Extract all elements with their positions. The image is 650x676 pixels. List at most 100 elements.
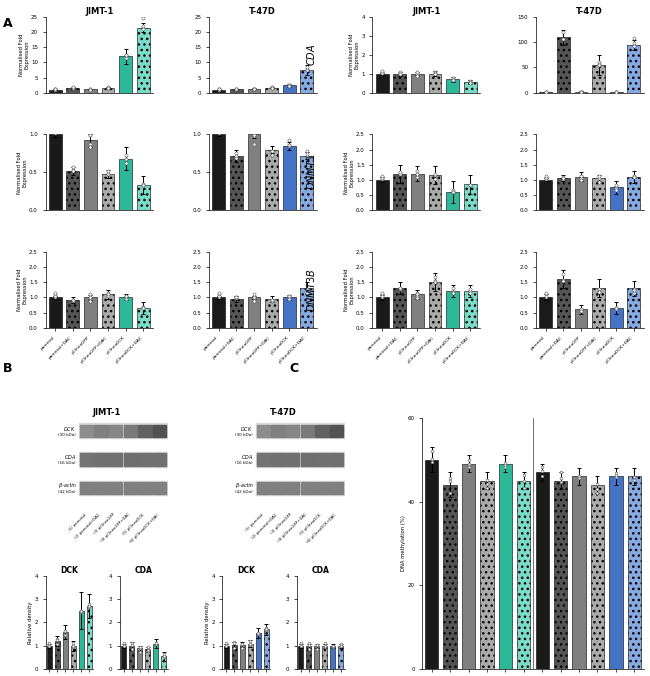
Bar [271, 482, 285, 494]
Bar [429, 74, 441, 93]
Bar [447, 291, 459, 328]
Text: $\it{DCK}$: $\it{DCK}$ [63, 425, 76, 433]
Bar [94, 453, 108, 466]
Bar [592, 178, 605, 210]
Bar [66, 171, 79, 210]
Point [60, 625, 71, 636]
Point [284, 291, 294, 301]
Point [261, 624, 272, 635]
Point [237, 643, 248, 654]
Point [249, 139, 259, 149]
Point [412, 68, 423, 79]
Bar [393, 74, 406, 93]
Point [68, 82, 78, 93]
Text: $\it{CDA}$: $\it{CDA}$ [240, 453, 253, 461]
Point [430, 168, 440, 179]
Point [540, 289, 551, 299]
Point [629, 472, 640, 483]
Point [377, 174, 387, 185]
Point [229, 638, 240, 649]
Point [68, 642, 79, 653]
Bar [255, 633, 261, 669]
Point [249, 296, 259, 307]
Point [50, 125, 60, 136]
Point [213, 288, 224, 299]
Point [120, 291, 131, 302]
Point [142, 642, 153, 652]
Point [213, 291, 224, 302]
Bar [109, 453, 122, 466]
Bar [224, 646, 229, 669]
Point [85, 130, 96, 141]
Text: β-actin: β-actin [236, 483, 253, 488]
Point [537, 471, 547, 482]
Point [447, 283, 458, 294]
Point [558, 268, 569, 279]
Bar [230, 89, 242, 93]
Point [103, 166, 113, 176]
Point [76, 606, 86, 617]
Point [120, 158, 131, 168]
Point [611, 303, 621, 314]
Bar [376, 74, 389, 93]
Point [447, 288, 458, 299]
Point [231, 293, 242, 304]
Point [412, 66, 423, 77]
Bar [84, 89, 97, 93]
Bar [609, 477, 623, 669]
Bar [138, 482, 151, 494]
Y-axis label: Normalised Fold
Expression: Normalised Fold Expression [344, 151, 355, 193]
Point [85, 84, 96, 95]
Point [519, 483, 529, 493]
Point [231, 153, 242, 164]
Point [213, 84, 224, 95]
Point [213, 127, 224, 138]
Point [245, 635, 255, 646]
Bar [591, 485, 604, 669]
Point [85, 293, 96, 304]
Point [500, 457, 511, 468]
Point [629, 475, 640, 485]
Point [296, 639, 306, 650]
Text: C: C [289, 362, 298, 375]
Point [120, 150, 131, 161]
Bar [263, 629, 269, 669]
Point [127, 639, 137, 650]
Bar [121, 646, 127, 669]
Point [213, 290, 224, 301]
Point [103, 287, 113, 298]
Bar [330, 646, 335, 669]
Point [302, 151, 312, 162]
Point [231, 291, 242, 302]
Point [302, 287, 312, 298]
Bar [138, 453, 151, 466]
Point [120, 53, 131, 64]
Point [50, 289, 60, 299]
Point [142, 644, 153, 655]
Point [284, 139, 294, 150]
Bar [153, 482, 166, 494]
Point [266, 295, 277, 306]
Title: JIMT-1: JIMT-1 [92, 408, 121, 417]
Bar [145, 650, 150, 669]
Point [135, 646, 145, 657]
Text: (4) pCIneoGFP+DAC: (4) pCIneoGFP+DAC [277, 512, 308, 544]
Point [76, 605, 86, 616]
Point [629, 172, 639, 183]
Point [253, 628, 263, 639]
Point [574, 473, 584, 484]
Point [611, 179, 621, 190]
Text: (1) parental: (1) parental [68, 512, 87, 531]
Point [284, 294, 294, 305]
Bar [256, 452, 345, 467]
Point [447, 73, 458, 84]
Text: (30 kDa): (30 kDa) [235, 433, 253, 437]
Text: $\it{DCK}$: $\it{DCK}$ [240, 425, 253, 433]
Point [482, 483, 492, 493]
Bar [265, 299, 278, 328]
Point [159, 652, 169, 662]
Y-axis label: Normalised Fold
Expression: Normalised Fold Expression [344, 268, 355, 311]
Point [482, 475, 492, 485]
Bar [129, 646, 135, 669]
Point [231, 84, 242, 95]
